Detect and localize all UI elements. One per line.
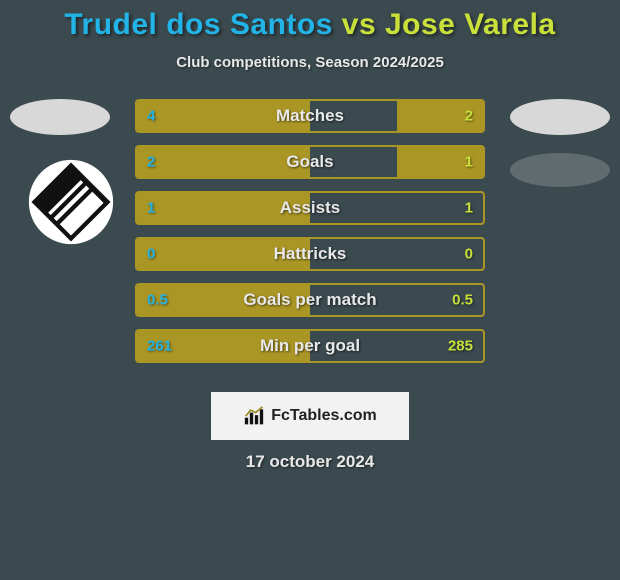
stat-value-right: 0.5 (452, 292, 473, 309)
stat-row: Goals per match0.5 0.5 (135, 283, 485, 317)
club-badge-icon (28, 159, 114, 245)
stat-label: Assists (137, 198, 483, 218)
stat-row: Hattricks0 0 (135, 237, 485, 271)
stat-value-right: 1 (465, 200, 473, 217)
player2-avatar-placeholder (510, 99, 610, 135)
stat-label: Goals per match (137, 290, 483, 310)
stat-value-left: 1 (147, 200, 155, 217)
stat-label: Hattricks (137, 244, 483, 264)
player1-avatar-placeholder (10, 99, 110, 135)
stat-value-right: 1 (465, 154, 473, 171)
stat-row: Goals2 1 (135, 145, 485, 179)
stat-value-right: 2 (465, 108, 473, 125)
stat-value-right: 0 (465, 246, 473, 263)
fctables-logo-icon (243, 406, 265, 426)
stat-label: Goals (137, 152, 483, 172)
stat-value-left: 0.5 (147, 292, 168, 309)
player1-name: Trudel dos Santos (64, 8, 333, 41)
stat-value-left: 261 (147, 338, 172, 355)
stat-value-right: 285 (448, 338, 473, 355)
subtitle: Club competitions, Season 2024/2025 (0, 54, 620, 71)
stat-value-left: 0 (147, 246, 155, 263)
stat-bars: Matches42Goals21Assists11Hattricks00Goal… (135, 99, 485, 375)
stat-row: Min per goal261 285 (135, 329, 485, 363)
footer-branding: FcTables.com (211, 392, 409, 440)
comparison-card: Trudel dos Santos vs Jose Varela Club co… (0, 0, 620, 580)
stat-value-left: 4 (147, 108, 155, 125)
footer-date: 17 october 2024 (0, 452, 620, 472)
stat-label: Matches (137, 106, 483, 126)
player2-name: Jose Varela (385, 8, 556, 41)
stat-row: Matches4 2 (135, 99, 485, 133)
footer-site: FcTables.com (271, 407, 377, 425)
page-title: Trudel dos Santos vs Jose Varela (0, 0, 620, 42)
player1-club-logo (28, 159, 114, 245)
stat-row: Assists1 1 (135, 191, 485, 225)
title-vs: vs (342, 8, 385, 41)
player2-club-placeholder (510, 153, 610, 187)
stat-label: Min per goal (137, 336, 483, 356)
stat-value-left: 2 (147, 154, 155, 171)
